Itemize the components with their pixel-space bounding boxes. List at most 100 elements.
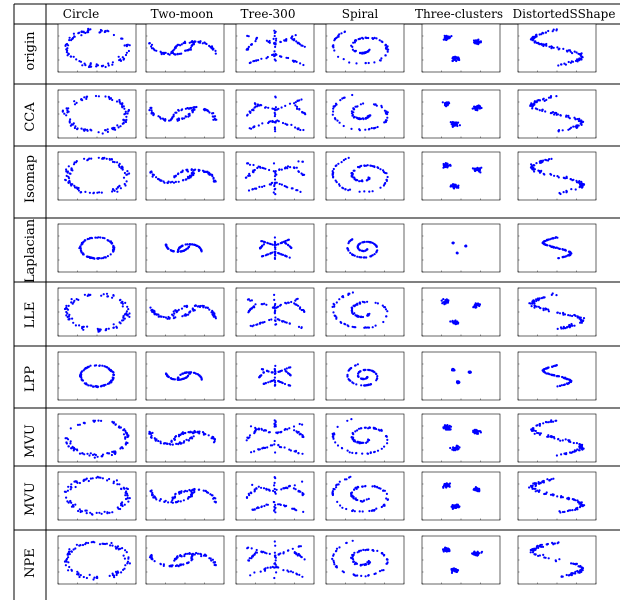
scatter-point <box>270 318 273 321</box>
scatter-point <box>214 49 217 53</box>
scatter-point <box>567 382 570 385</box>
scatter-point <box>576 126 579 129</box>
scatter-point <box>447 37 451 40</box>
scatter-point <box>272 489 275 492</box>
scatter-point <box>151 431 154 434</box>
scatter-point <box>444 424 447 427</box>
scatter-point <box>360 315 363 319</box>
scatter-point <box>261 185 264 188</box>
scatter-point <box>528 486 531 489</box>
scatter-point <box>111 61 114 64</box>
scatter-point <box>537 99 540 102</box>
scatter-point <box>352 107 355 111</box>
panel-frame <box>145 151 225 201</box>
scatter-point <box>354 430 357 433</box>
scatter-point <box>149 432 152 435</box>
scatter-point <box>354 105 357 108</box>
scatter-point <box>74 125 77 128</box>
scatter-point <box>359 117 363 120</box>
scatter-point <box>353 49 356 53</box>
panel-2-0 <box>57 151 137 201</box>
scatter-point <box>85 97 88 100</box>
scatter-point <box>198 305 202 309</box>
scatter-point <box>68 172 71 175</box>
scatter-point <box>546 244 549 247</box>
scatter-point <box>474 429 477 432</box>
scatter-point <box>155 176 158 179</box>
scatter-point <box>124 301 127 304</box>
scatter-point <box>446 301 449 304</box>
scatter-point <box>479 41 482 44</box>
scatter-point <box>112 250 115 253</box>
scatter-point <box>148 431 151 434</box>
scatter-point <box>274 187 277 190</box>
scatter-point <box>367 497 370 500</box>
scatter-point <box>152 48 156 51</box>
scatter-point <box>550 157 553 160</box>
scatter-point <box>358 37 361 41</box>
scatter-point <box>111 574 115 577</box>
scatter-point <box>375 37 378 40</box>
scatter-point <box>204 42 207 45</box>
scatter-point <box>87 65 91 69</box>
scatter-point <box>577 500 580 503</box>
scatter-point <box>371 254 374 257</box>
scatter-point <box>197 41 201 44</box>
scatter-point <box>346 247 349 250</box>
scatter-point <box>208 308 211 311</box>
scatter-point <box>162 442 165 445</box>
scatter-point <box>120 571 123 574</box>
scatter-point <box>125 45 128 48</box>
scatter-point <box>383 306 386 309</box>
scatter-point <box>82 240 85 243</box>
scatter-point <box>580 55 584 58</box>
panel-6-2 <box>235 413 315 463</box>
scatter-point <box>298 433 301 436</box>
scatter-point <box>385 497 388 500</box>
scatter-point <box>167 501 170 504</box>
scatter-point <box>76 128 79 131</box>
scatter-point <box>553 374 556 377</box>
row-label-3: Laplacian <box>23 218 38 283</box>
scatter-point <box>152 496 155 499</box>
scatter-point <box>274 193 277 196</box>
scatter-point <box>356 374 359 378</box>
scatter-point <box>190 489 193 492</box>
scatter-point <box>292 425 296 428</box>
scatter-point <box>374 301 377 304</box>
scatter-point <box>549 172 552 176</box>
scatter-point <box>170 501 173 504</box>
scatter-point <box>551 30 554 33</box>
scatter-point <box>295 40 298 43</box>
scatter-point <box>112 323 115 326</box>
scatter-point <box>336 444 340 447</box>
scatter-point <box>580 447 584 450</box>
scatter-point <box>191 40 194 43</box>
scatter-point <box>257 448 260 451</box>
scatter-point <box>174 316 177 319</box>
scatter-point <box>171 313 174 316</box>
scatter-point <box>111 160 115 163</box>
scatter-point <box>156 177 160 181</box>
scatter-point <box>332 433 335 436</box>
scatter-point <box>558 375 561 378</box>
scatter-point <box>95 511 98 514</box>
scatter-point <box>183 305 186 308</box>
scatter-point <box>273 298 276 301</box>
scatter-point <box>274 420 277 423</box>
scatter-point <box>187 439 190 442</box>
scatter-point <box>73 103 77 106</box>
scatter-point <box>275 173 278 176</box>
scatter-point <box>297 170 300 173</box>
scatter-point <box>335 301 338 304</box>
scatter-point <box>174 180 177 183</box>
scatter-point <box>353 39 357 42</box>
scatter-point <box>73 126 76 130</box>
scatter-point <box>75 298 78 301</box>
scatter-point <box>186 247 189 250</box>
scatter-point <box>166 442 169 445</box>
scatter-point <box>286 428 289 431</box>
scatter-point <box>213 438 216 441</box>
scatter-point <box>369 451 372 454</box>
scatter-point <box>179 250 182 253</box>
